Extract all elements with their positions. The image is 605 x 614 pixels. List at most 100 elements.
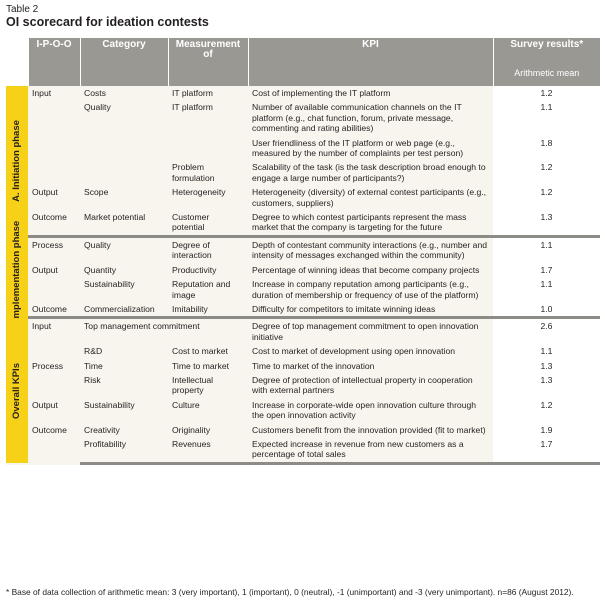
- measurement-cell: Revenues: [168, 436, 248, 465]
- table-row: Profitability Revenues Expected increase…: [6, 436, 600, 465]
- category-cell: Market potential: [80, 210, 168, 238]
- header-corner-2: [6, 66, 29, 86]
- measurement-cell: IT platform: [172, 102, 213, 113]
- table-row: Output Quantity Productivity Percentage …: [6, 262, 600, 278]
- value-cell: 1.2: [493, 160, 600, 186]
- measurement-cell: Originality: [172, 424, 211, 435]
- table-row: Problem formulation Scalability of the t…: [6, 160, 600, 186]
- table-row: Sustainability Reputation and image Incr…: [6, 277, 600, 302]
- category-cell: Quality: [84, 102, 111, 113]
- table-title: OI scorecard for ideation contests: [6, 15, 209, 29]
- measurement-cell: Reputation and image: [172, 279, 231, 300]
- value-cell: 1.3: [493, 210, 600, 238]
- ipoo-cell: Output: [32, 399, 58, 410]
- value-cell: 1.2: [493, 185, 600, 211]
- table-row: Output Scope Heterogeneity Heterogeneity…: [6, 185, 600, 211]
- table-label: Table 2: [6, 4, 39, 15]
- kpi-cell: Depth of contestant community interactio…: [252, 239, 488, 261]
- header-survey: Survey results*: [493, 38, 600, 66]
- table-row: Outcome Creativity Originality Customers…: [6, 422, 600, 437]
- phase-label-c: Overall KPIs: [6, 317, 28, 464]
- value-cell: 1.2: [493, 397, 600, 423]
- header-ipoo: I-P-O-O: [28, 38, 81, 86]
- kpi-cell: Cost to market of development using open…: [252, 346, 456, 357]
- value-cell: 1.1: [493, 100, 600, 136]
- ipoo-cell: Outcome: [28, 210, 80, 238]
- ipoo-cell: Output: [32, 264, 58, 275]
- measurement-cell: Heterogeneity: [172, 187, 226, 198]
- category-cell: Quantity: [84, 264, 117, 275]
- ipoo-cell: Input: [32, 321, 52, 332]
- value-cell: 1.2: [493, 86, 600, 101]
- value-cell: 2.6: [493, 317, 600, 345]
- ipoo-cell: Outcome: [28, 301, 80, 320]
- ipoo-cell: Process: [32, 360, 64, 371]
- category-cell: R&D: [84, 346, 103, 357]
- kpi-cell: Number of available communication channe…: [252, 102, 462, 134]
- table-row: A. Initiation phase Input Costs IT platf…: [6, 86, 600, 237]
- measurement-cell: Imitability: [168, 301, 248, 320]
- category-cell: Scope: [84, 187, 109, 198]
- measurement-cell: Degree of interaction: [172, 239, 212, 261]
- table-row: Outcome Market potential Customer potent…: [6, 210, 600, 238]
- scorecard-table: I-P-O-O Category Measurement of KPI Surv…: [6, 38, 600, 465]
- category-cell: Sustainability: [84, 399, 135, 410]
- table-row: Output Sustainability Culture Increase i…: [6, 397, 600, 423]
- table-row: User friendliness of the IT platform or …: [6, 135, 600, 161]
- value-cell: 1.9: [493, 422, 600, 437]
- measurement-cell: IT platform: [172, 88, 213, 98]
- kpi-cell: Degree to which contest participants rep…: [248, 210, 493, 238]
- measurement-cell: Problem formulation: [172, 162, 215, 183]
- category-cell: Risk: [84, 374, 101, 385]
- value-cell: 1.8: [493, 135, 600, 161]
- header-survey-sub: Arithmetic mean: [493, 66, 600, 86]
- value-cell: 1.1: [493, 344, 600, 359]
- value-cell: 1.7: [493, 436, 600, 465]
- kpi-cell: Degree of protection of intellectual pro…: [252, 374, 473, 396]
- kpi-cell: Heterogeneity (diversity) of external co…: [252, 187, 487, 208]
- table-row: Overall KPIs Input Top management commit…: [6, 317, 600, 464]
- category-cell: Profitability: [80, 436, 168, 465]
- category-cell: Costs: [84, 88, 106, 98]
- kpi-cell: Increase in company reputation among par…: [252, 279, 479, 300]
- measurement-cell: Customer potential: [168, 210, 248, 238]
- category-cell: Creativity: [84, 424, 120, 435]
- value-cell: 1.1: [493, 277, 600, 302]
- kpi-cell: Customers benefit from the innovation pr…: [252, 424, 486, 435]
- ipoo-cell: Output: [32, 187, 58, 198]
- measurement-cell: Productivity: [172, 264, 217, 275]
- header-corner: [6, 38, 29, 66]
- value-cell: 1.3: [493, 372, 600, 398]
- table-row: R&D Cost to market Cost to market of dev…: [6, 344, 600, 359]
- ipoo-cell: Process: [32, 239, 64, 250]
- measurement-cell: Cost to market: [172, 346, 228, 357]
- kpi-cell: User friendliness of the IT platform or …: [252, 137, 464, 159]
- measurement-cell: Culture: [172, 399, 200, 410]
- table-row: Process Time Time to market Time to mark…: [6, 358, 600, 373]
- kpi-cell: Scalability of the task (is the task des…: [252, 162, 486, 183]
- value-cell: 1.1: [493, 236, 600, 263]
- value-cell: 1.0: [493, 301, 600, 320]
- ipoo-cell: Outcome: [32, 424, 67, 435]
- ipoo-cell: Input: [32, 88, 52, 98]
- header-kpi: KPI: [248, 38, 494, 86]
- kpi-cell: Difficulty for competitors to imitate wi…: [248, 301, 493, 320]
- category-cell: Time: [84, 360, 103, 371]
- header-measurement: Measurement of: [168, 38, 249, 86]
- footnote: * Base of data collection of arithmetic …: [6, 587, 574, 597]
- kpi-cell: Cost of implementing the IT platform: [252, 88, 391, 98]
- category-cell: Top management commitment: [84, 321, 200, 332]
- kpi-cell: Degree of top management commitment to o…: [252, 321, 479, 342]
- table-row: Quality IT platform Number of available …: [6, 100, 600, 136]
- phase-label-b: B. Implementation phase: [6, 221, 28, 333]
- kpi-cell: Percentage of winning ideas that become …: [252, 264, 480, 275]
- kpi-cell: Increase in corporate-wide open innovati…: [252, 399, 477, 421]
- value-cell: 1.3: [493, 358, 600, 373]
- category-cell: Sustainability: [84, 279, 135, 290]
- table-row: Risk Intellectual property Degree of pro…: [6, 372, 600, 398]
- header-category: Category: [80, 38, 169, 86]
- table-row: Outcome Commercialization Imitability Di…: [6, 301, 600, 320]
- category-cell: Commercialization: [80, 301, 168, 320]
- category-cell: Quality: [84, 239, 111, 250]
- phase-label-a: A. Initiation phase: [6, 86, 28, 237]
